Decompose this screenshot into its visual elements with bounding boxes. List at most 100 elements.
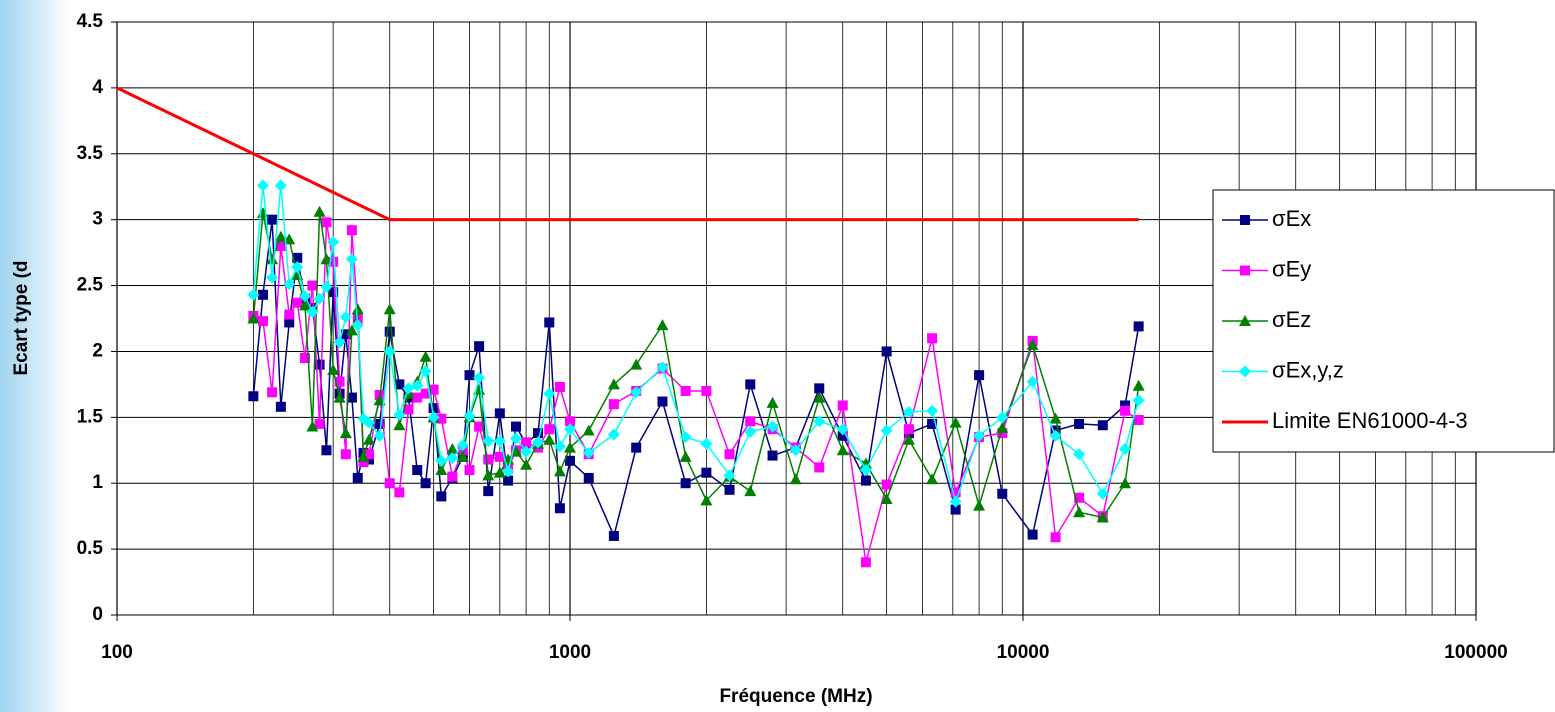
data-point — [950, 487, 961, 498]
data-point — [949, 495, 962, 508]
series-group — [248, 214, 1144, 541]
data-point — [412, 465, 423, 476]
data-point — [267, 214, 278, 225]
data-point — [1049, 429, 1062, 442]
data-point — [860, 557, 871, 568]
data-point — [564, 423, 576, 436]
data-point — [346, 392, 357, 403]
data-point — [680, 385, 691, 396]
data-point — [836, 423, 849, 436]
data-point — [313, 205, 326, 217]
data-point — [493, 435, 506, 448]
data-point — [701, 385, 712, 396]
data-point — [435, 454, 448, 467]
legend-entries: σEx σEy σEz σEx,y,z Limite EN61000-4-3 — [1222, 206, 1468, 433]
data-point — [436, 413, 447, 424]
y-axis-label: Ecart type (d — [11, 260, 32, 375]
legend-marker — [1239, 365, 1251, 378]
data-point — [446, 442, 459, 454]
data-point — [321, 217, 332, 228]
data-point — [384, 326, 395, 337]
data-point — [554, 503, 565, 514]
data-point — [553, 465, 566, 477]
data-point — [503, 475, 514, 486]
data-point — [333, 391, 346, 403]
data-point — [608, 399, 619, 410]
y-tick-label: 4 — [92, 77, 103, 98]
data-point — [1074, 418, 1085, 429]
data-point — [996, 411, 1009, 424]
data-point — [474, 421, 485, 432]
data-point — [836, 444, 849, 456]
legend-marker — [1240, 215, 1250, 225]
y-tick-label: 3 — [92, 209, 103, 230]
data-point — [881, 346, 892, 357]
data-point — [837, 430, 848, 441]
data-point — [630, 358, 643, 370]
data-point — [494, 451, 505, 462]
data-point — [306, 420, 319, 432]
data-point — [364, 449, 375, 460]
data-point — [482, 435, 495, 448]
data-point — [1119, 442, 1132, 455]
data-point — [1096, 487, 1109, 500]
data-point — [813, 391, 826, 403]
y-tick-label: 2.5 — [77, 275, 104, 296]
data-point — [340, 329, 351, 340]
data-point — [583, 472, 594, 483]
data-point — [1074, 492, 1085, 503]
data-point — [814, 462, 825, 473]
data-point — [1096, 511, 1109, 523]
data-point — [436, 491, 447, 502]
data-point — [521, 437, 532, 448]
data-point — [1027, 529, 1038, 540]
data-point — [582, 446, 595, 459]
data-point — [394, 487, 405, 498]
data-point — [565, 416, 575, 427]
data-point — [902, 406, 915, 419]
data-point — [298, 299, 311, 311]
data-point — [881, 479, 892, 490]
data-point — [266, 253, 279, 265]
data-point — [813, 415, 826, 428]
data-point — [339, 427, 352, 439]
legend-marker — [1239, 315, 1251, 326]
data-point — [533, 428, 544, 439]
data-point — [723, 469, 736, 482]
data-point — [464, 465, 475, 476]
data-point — [880, 424, 893, 437]
data-point — [996, 421, 1009, 433]
x-tick-label: 10000 — [997, 642, 1050, 663]
data-point — [321, 445, 332, 456]
data-point — [357, 450, 370, 462]
data-point — [427, 411, 440, 424]
data-point — [926, 473, 939, 485]
data-point — [257, 316, 268, 327]
data-point — [974, 370, 985, 381]
data-point — [334, 376, 345, 387]
data-point — [463, 410, 476, 423]
data-point — [327, 363, 340, 375]
data-point — [608, 530, 619, 541]
data-point — [373, 394, 386, 406]
legend-label: σEz — [1272, 307, 1311, 332]
data-point — [248, 391, 259, 402]
data-point — [1132, 394, 1145, 407]
data-point — [351, 303, 364, 315]
data-point — [554, 382, 565, 393]
data-point — [837, 400, 848, 411]
data-point — [997, 488, 1008, 499]
data-point — [306, 305, 319, 318]
data-point — [1073, 448, 1086, 461]
data-point — [419, 350, 432, 362]
data-point — [291, 261, 304, 274]
data-point — [766, 396, 779, 408]
data-point — [950, 504, 961, 515]
data-point — [320, 253, 333, 265]
data-point — [973, 499, 986, 511]
data-point — [789, 444, 802, 457]
data-point — [607, 378, 620, 390]
data-point — [582, 424, 595, 436]
data-point — [767, 450, 778, 461]
